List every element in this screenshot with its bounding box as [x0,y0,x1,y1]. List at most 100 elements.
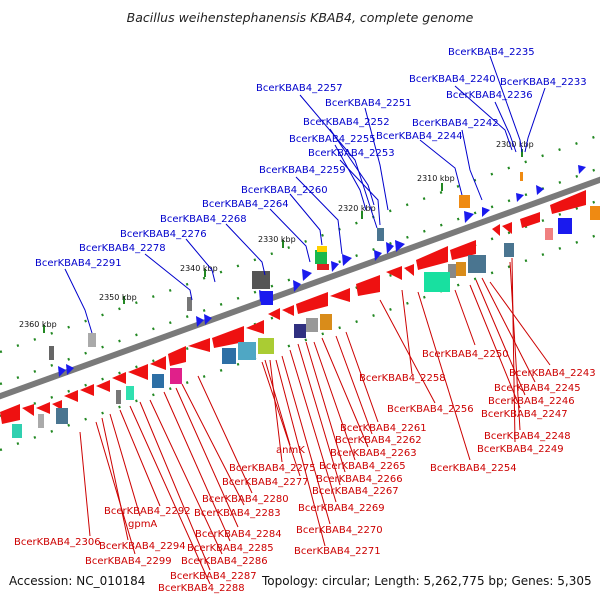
reverse-gene-arrow [96,380,110,392]
reverse-feature-box [38,414,44,428]
leader-line [509,261,521,431]
forward-feature-box [317,264,329,270]
leader-line [489,281,551,366]
reverse-gene-arrow [22,404,34,416]
leader-line [95,421,136,555]
kbp-label: 2350 kbp [99,293,137,302]
reverse-features [12,206,600,438]
leader-line [419,139,463,196]
gene-label[interactable]: BcerKBAB4_2287 [170,571,257,582]
gene-label[interactable]: BcerKBAB4_2240 [409,74,496,85]
gene-label[interactable]: BcerKBAB4_2235 [448,47,535,58]
gene-label[interactable]: BcerKBAB4_2250 [422,349,509,360]
gene-label[interactable]: BcerKBAB4_2284 [195,529,282,540]
gene-label[interactable]: BcerKBAB4_2278 [79,243,166,254]
gene-label[interactable]: BcerKBAB4_2269 [298,503,385,514]
gene-label[interactable]: BcerKBAB4_2256 [387,404,474,415]
gene-label[interactable]: BcerKBAB4_2275 [229,463,316,474]
gene-label[interactable]: BcerKBAB4_2262 [335,435,422,446]
reverse-gene-arrow [492,224,500,236]
leader-line [379,299,436,404]
leader-line [264,359,291,446]
gene-label[interactable]: BcerKBAB4_2247 [481,409,568,420]
gene-label[interactable]: gpmA [128,519,157,530]
gene-label[interactable]: BcerKBAB4_2283 [194,508,281,519]
reverse-feature-box [56,408,68,424]
gene-label[interactable]: BcerKBAB4_2267 [312,486,399,497]
gene-label[interactable]: BcerKBAB4_2261 [340,423,427,434]
gene-label[interactable]: BcerKBAB4_2268 [160,214,247,225]
gene-label[interactable]: BcerKBAB4_2265 [319,461,406,472]
reverse-gene-arrow [416,246,448,270]
gene-label[interactable]: BcerKBAB4_2294 [99,541,186,552]
gene-label[interactable]: BcerKBAB4_2271 [294,546,381,557]
gene-label[interactable]: BcerKBAB4_2260 [241,185,328,196]
leader-line [297,343,341,486]
forward-feature-box [261,291,273,305]
gene-label[interactable]: BcerKBAB4_2291 [35,258,122,269]
gene-label[interactable]: BcerKBAB4_2252 [303,117,390,128]
reverse-gene-arrow [168,346,186,366]
gene-label[interactable]: BcerKBAB4_2253 [308,148,395,159]
gene-label[interactable]: BcerKBAB4_2259 [259,165,346,176]
gene-label[interactable]: BcerKBAB4_2258 [359,373,446,384]
leader-line [454,289,476,346]
reverse-feature-box [456,262,466,276]
gene-label[interactable]: BcerKBAB4_2244 [376,131,463,142]
gene-label[interactable]: BcerKBAB4_2254 [430,463,517,474]
gene-label[interactable]: BcerKBAB4_2242 [412,118,499,129]
gene-label[interactable]: BcerKBAB4_2264 [202,199,289,210]
gene-label[interactable]: BcerKBAB4_2280 [202,494,289,505]
gene-label[interactable]: BcerKBAB4_2245 [494,383,581,394]
forward-genes [58,165,586,377]
leader-line [511,257,516,443]
gene-label[interactable]: BcerKBAB4_2292 [104,506,191,517]
forward-feature-box [315,250,327,264]
leader-line [313,341,356,461]
forward-gene-arrow [196,316,204,327]
forward-gene-arrow [58,366,66,377]
gene-label[interactable]: BcerKBAB4_2286 [181,556,268,567]
leader-line [269,208,311,263]
leader-line [524,87,546,153]
reverse-gene-arrow [502,222,512,234]
gene-label[interactable]: BcerKBAB4_2257 [256,83,343,94]
gene-label[interactable]: BcerKBAB4_2299 [85,556,172,567]
leader-line [364,107,389,211]
forward-feature-box [187,297,192,311]
gene-label[interactable]: BcerKBAB4_2288 [158,583,245,594]
gene-label[interactable]: BcerKBAB4_2243 [509,368,596,379]
reverse-gene-arrow [330,288,350,302]
forward-feature-box [49,346,54,360]
leader-line [64,268,93,334]
gene-label[interactable]: BcerKBAB4_2276 [120,229,207,240]
leader-line [289,349,337,503]
forward-gene-arrow [516,193,524,202]
reverse-gene-arrow [268,308,280,320]
gene-label[interactable]: BcerKBAB4_2277 [222,477,309,488]
gene-label[interactable]: BcerKBAB4_2266 [316,474,403,485]
gene-label[interactable]: BcerKBAB4_2270 [296,525,383,536]
gene-label[interactable]: BcerKBAB4_2249 [477,444,564,455]
gene-label[interactable]: BcerKBAB4_2246 [488,396,575,407]
gene-label[interactable]: anmK [276,445,305,456]
gene-label[interactable]: BcerKBAB4_2255 [289,134,376,145]
gene-label[interactable]: BcerKBAB4_2233 [500,77,587,88]
gene-label[interactable]: BcerKBAB4_2285 [187,543,274,554]
leader-line [305,341,346,473]
gene-label[interactable]: BcerKBAB4_2263 [330,448,417,459]
leader-line [139,401,211,571]
reverse-gene-arrow [386,266,402,280]
leader-line [489,55,523,153]
gene-label[interactable]: BcerKBAB4_2248 [484,431,571,442]
reverse-gene-arrow [550,190,586,214]
gene-label[interactable]: BcerKBAB4_2236 [446,90,533,101]
leader-line [109,413,141,517]
leader-line [119,409,161,507]
leader-line [321,337,369,448]
gene-label[interactable]: BcerKBAB4_2251 [325,98,412,109]
genome-summary-text: Topology: circular; Length: 5,262,775 bp… [261,574,592,588]
gene-label[interactable]: BcerKBAB4_2306 [14,537,101,548]
